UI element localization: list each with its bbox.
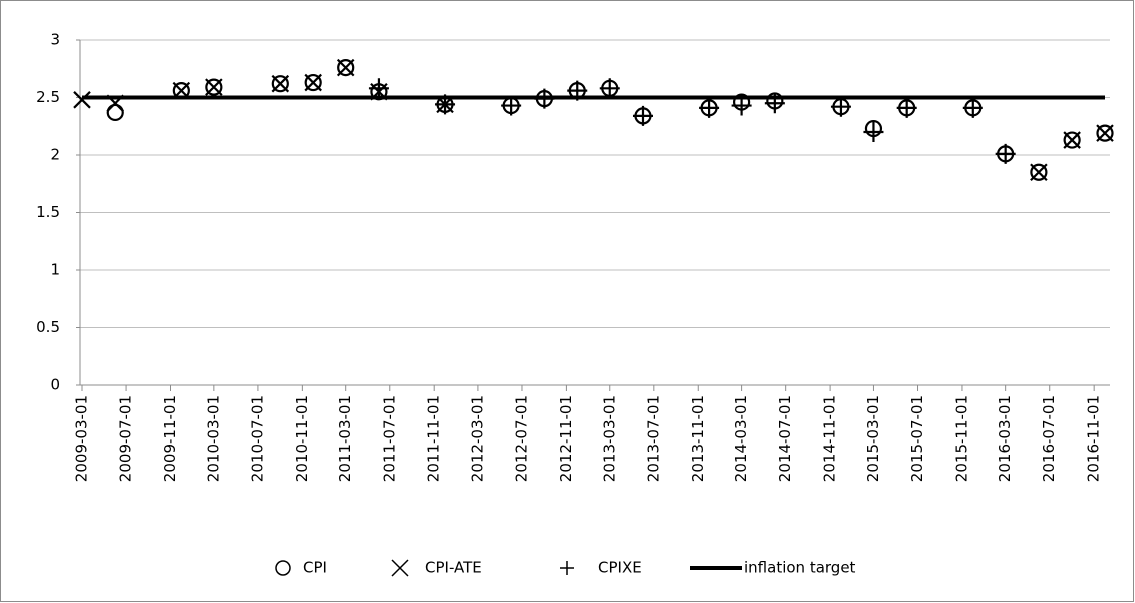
x-tick-label: 2010-03-01	[204, 395, 222, 482]
point	[995, 143, 1016, 164]
point	[1063, 131, 1081, 149]
legend-label: CPI-ATE	[425, 559, 482, 577]
legend-symbol	[560, 561, 574, 575]
y-tick-label: 2	[50, 146, 60, 164]
x-tick-label: 2011-07-01	[380, 395, 398, 482]
y-tick-label: 1.5	[36, 203, 60, 221]
x-tick-label: 2015-11-01	[952, 395, 970, 482]
point	[205, 78, 223, 96]
x-tick-label: 2011-11-01	[425, 395, 443, 482]
point	[1096, 124, 1114, 142]
x-tick-label: 2012-07-01	[512, 395, 530, 482]
point	[106, 94, 125, 113]
x-tick-label: 2009-03-01	[73, 395, 91, 482]
point	[501, 95, 522, 116]
x-tick-label: 2013-11-01	[689, 395, 707, 482]
x-tick-label: 2014-07-01	[776, 395, 794, 482]
point	[830, 96, 851, 117]
x-tick-label: 2009-11-01	[161, 395, 179, 482]
point	[271, 75, 289, 93]
x-tick-label: 2012-03-01	[468, 395, 486, 482]
point	[435, 94, 456, 115]
x-tick-label: 2012-11-01	[557, 395, 575, 482]
point	[73, 91, 91, 109]
point	[1063, 131, 1081, 149]
point	[764, 93, 785, 114]
point	[304, 73, 322, 92]
y-tick-label: 1	[50, 261, 60, 279]
x-tick-label: 2011-03-01	[336, 395, 354, 482]
point	[336, 58, 355, 77]
point	[205, 78, 223, 96]
point	[599, 78, 620, 99]
point	[368, 78, 389, 99]
point	[863, 122, 884, 142]
x-tick-label: 2016-07-01	[1040, 395, 1058, 482]
point	[172, 81, 191, 100]
x-tick-label: 2013-03-01	[600, 395, 618, 482]
point	[1030, 163, 1048, 181]
point	[1030, 163, 1048, 182]
point	[172, 81, 190, 100]
x-tick-label: 2015-07-01	[908, 395, 926, 482]
legend-label: CPIXE	[598, 559, 642, 577]
x-tick-label: 2010-07-01	[248, 395, 266, 482]
point	[632, 105, 653, 126]
legend-label: inflation target	[744, 559, 856, 577]
point	[337, 58, 355, 77]
point	[896, 97, 917, 118]
x-tick-label: 2014-11-01	[821, 395, 839, 482]
x-tick-label: 2014-03-01	[732, 395, 750, 482]
x-tick-label: 2015-03-01	[864, 395, 882, 482]
y-tick-label: 3	[50, 31, 60, 49]
point	[731, 95, 752, 116]
point	[271, 74, 290, 93]
point	[567, 80, 588, 101]
point	[699, 97, 720, 118]
y-tick-label: 0.5	[36, 318, 60, 336]
legend-symbol	[391, 559, 409, 577]
x-tick-label: 2010-11-01	[293, 395, 311, 482]
point	[962, 97, 983, 118]
x-tick-label: 2009-07-01	[117, 395, 135, 482]
y-tick-label: 2.5	[36, 88, 60, 106]
y-tick-label: 0	[50, 376, 60, 394]
legend-symbol	[275, 560, 291, 576]
point	[304, 73, 322, 92]
point	[1096, 124, 1114, 142]
point	[534, 88, 555, 109]
point	[106, 103, 124, 122]
legend-label: CPI	[303, 559, 327, 577]
x-tick-label: 2016-03-01	[996, 395, 1014, 482]
x-tick-label: 2016-11-01	[1085, 395, 1103, 482]
x-tick-label: 2013-07-01	[644, 395, 662, 482]
